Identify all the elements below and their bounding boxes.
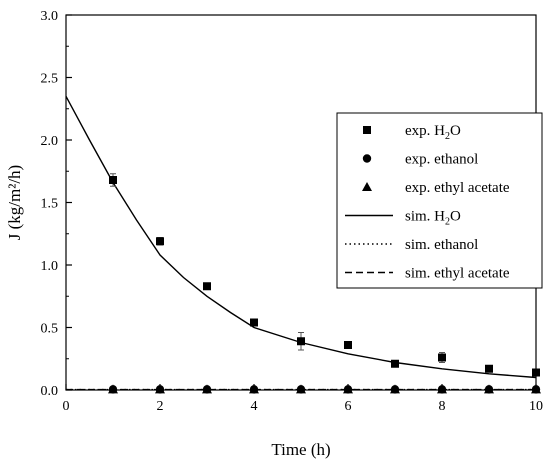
y-tick-label-2.5: 2.5 [41,72,59,87]
data-point-square [297,337,305,346]
legend-box [336,112,543,289]
data-point-square [109,176,117,184]
y-tick-label-0.0: 0.0 [41,384,59,399]
legend-marker-triangle [362,182,372,191]
y-tick-label-2.0: 2.0 [41,134,59,149]
data-point-square [203,282,211,291]
data-point-square [485,364,493,373]
x-tick-label-4: 4 [251,399,258,414]
data-point-square [344,341,352,349]
legend-label: sim. ethyl acetate [405,266,510,282]
data-point-square [250,318,258,327]
x-tick-label-6: 6 [345,399,352,414]
legend-label: exp. H2O [405,123,461,142]
data-point-square [438,353,446,362]
legend-marker-square [363,126,371,134]
y-tick-label-1.0: 1.0 [41,259,59,274]
x-axis-title: Time (h) [271,440,330,459]
legend-marker-circle [362,154,372,163]
legend: exp. H2O exp. ethanol exp. ethyl acetate si… [336,112,543,289]
legend-label: sim. ethanol [405,237,478,253]
y-tick-label-3.0: 3.0 [41,9,59,24]
series-line-0 [65,95,537,379]
legend-label: exp. ethanol [405,152,478,168]
data-point-square [156,237,164,246]
x-tick-label-10: 10 [529,399,543,414]
x-tick-label-8: 8 [439,399,446,414]
data-point-square [391,359,399,368]
legend-label: exp. ethyl acetate [405,180,510,196]
y-tick-label-0.5: 0.5 [41,322,59,337]
y-axis-title: J (kg/m²/h) [5,165,24,240]
y-tick-label-1.5: 1.5 [41,197,59,212]
x-tick-label-2: 2 [157,399,164,414]
legend-label: sim. H2O [405,209,461,228]
x-tick-label-0: 0 [63,399,70,414]
